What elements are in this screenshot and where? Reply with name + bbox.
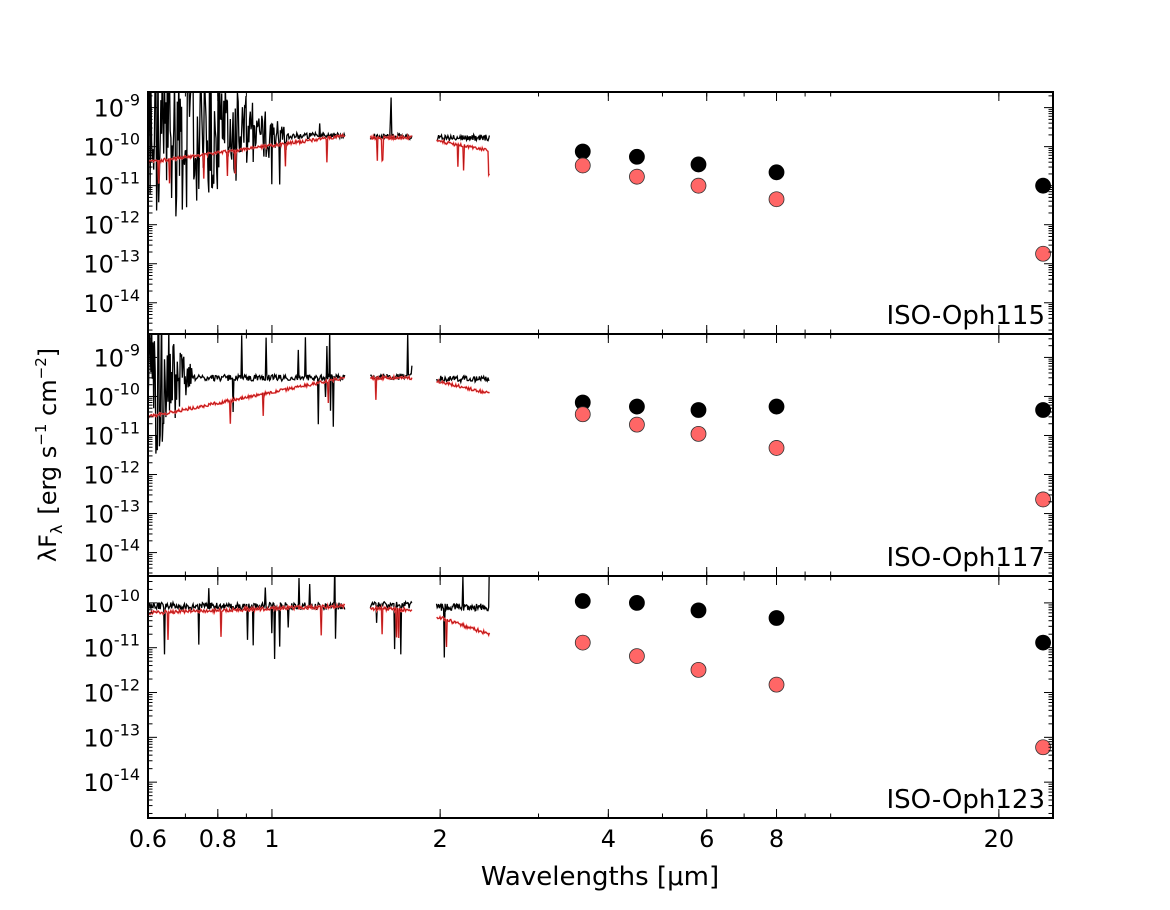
observed-photometry-point: [768, 398, 785, 415]
panel-label: ISO-Oph115: [886, 301, 1045, 331]
x-tick-label: 1: [264, 825, 279, 853]
model-photometry-point: [690, 425, 707, 442]
observed-spectrum-segment: [148, 92, 346, 217]
observed-photometry-point: [768, 164, 785, 181]
model-spectrum-core: [436, 379, 490, 394]
model-photometry-point: [768, 440, 785, 456]
x-tick-label: 6: [699, 825, 714, 853]
y-tick-label: 10-14: [83, 536, 140, 568]
model-photometry-point: [629, 168, 645, 185]
y-tick-label: 10-10: [83, 586, 140, 618]
y-tick-label: 10-12: [83, 676, 140, 708]
y-tick-label: 10-10: [83, 379, 140, 411]
panel-label: ISO-Oph117: [886, 543, 1045, 573]
panel-data: [148, 576, 1051, 756]
model-photometry-point: [768, 676, 785, 693]
model-photometry-point: [629, 416, 645, 433]
model-spectrum-core: [436, 615, 490, 648]
observed-photometry-point: [629, 148, 645, 165]
observed-spectrum-segment: [369, 599, 413, 655]
observed-spectrum-segment: [369, 334, 413, 381]
observed-photometry-point: [574, 593, 591, 609]
observed-photometry-point: [1035, 402, 1051, 418]
y-tick-label: 10-13: [83, 247, 140, 279]
panel-iso-oph123: 10-10 10-11 10-12 10-13 10-14 ISO-Oph123: [83, 575, 1054, 819]
panel-data: [148, 334, 1051, 508]
model-photometry-point: [1035, 739, 1051, 756]
model-spectrum-core: [369, 605, 413, 639]
observed-spectrum-segment: [369, 97, 413, 141]
model-photometry-point: [1035, 491, 1051, 508]
observed-spectrum-segment: [435, 374, 490, 385]
observed-spectrum-segment: [435, 576, 490, 658]
y-tick-label: 10-13: [83, 720, 140, 752]
panel-iso-oph117: 10-9 10-10 10-11 10-12 10-13 10-14 ISO-Oph117: [83, 333, 1054, 577]
y-axis-label: λFλ[erg s−1 cm−2]: [32, 348, 66, 562]
observed-photometry-point: [690, 602, 707, 619]
model-photometry-point: [768, 191, 785, 208]
model-spectrum-segment: [436, 378, 491, 395]
x-tick-label: 20: [984, 825, 1015, 853]
model-photometry-point: [574, 406, 591, 423]
y-tick-label: 10-14: [83, 765, 140, 797]
y-tick-label: 10-14: [83, 286, 140, 318]
y-tick-label: 10-11: [83, 418, 140, 450]
panel-label: ISO-Oph123: [886, 785, 1045, 815]
model-spectrum-core: [148, 133, 346, 184]
model-photometry-point: [690, 177, 707, 194]
panel-data: [148, 92, 1051, 262]
observed-photometry-point: [629, 594, 645, 611]
model-spectrum-core: [148, 603, 345, 640]
x-tick-label: 2: [432, 825, 447, 853]
model-photometry-point: [574, 157, 591, 174]
x-tick-label: 8: [769, 825, 784, 853]
observed-spectrum-segment: [436, 132, 491, 143]
y-tick-label: 10-9: [94, 340, 141, 372]
observed-photometry-point: [629, 398, 645, 415]
observed-spectrum-segment: [148, 576, 346, 660]
y-tick-label: 10-12: [83, 208, 140, 240]
model-spectrum-core: [370, 374, 413, 400]
observed-spectrum-segment: [148, 334, 346, 454]
model-photometry-point: [690, 661, 707, 678]
x-tick-label: 0.8: [199, 825, 237, 853]
observed-photometry-point: [574, 143, 591, 160]
y-tick-label: 10-9: [94, 91, 141, 123]
model-spectrum-core: [369, 134, 413, 162]
y-tick-label: 10-12: [83, 458, 140, 490]
panel-frame: [147, 575, 1054, 819]
panel-frame: [147, 333, 1054, 577]
panel-iso-oph115: 10-9 10-10 10-11 10-12 10-13 10-14 ISO-Oph115: [83, 91, 1054, 335]
observed-photometry-point: [690, 156, 707, 173]
y-tick-label: 10-10: [83, 130, 140, 162]
y-tick-label: 10-11: [83, 169, 140, 201]
model-photometry-point: [574, 634, 591, 651]
y-tick-label: 10-11: [83, 631, 140, 663]
panels-layer: 10-910-1010-1110-1210-1310-14ISO-Oph1151…: [83, 91, 1054, 853]
observed-photometry-point: [1035, 634, 1051, 651]
model-spectrum-core: [436, 139, 490, 177]
model-photometry-point: [629, 648, 645, 664]
x-tick-label: 4: [601, 825, 616, 853]
observed-photometry-point: [690, 402, 707, 418]
observed-photometry-point: [768, 610, 785, 626]
model-photometry-point: [1035, 245, 1051, 262]
x-tick-label: 0.6: [129, 825, 167, 853]
y-tick-label: 10-13: [83, 497, 140, 529]
model-spectrum-core: [148, 376, 345, 424]
x-axis-label: Wavelengths [μm]: [481, 862, 719, 892]
